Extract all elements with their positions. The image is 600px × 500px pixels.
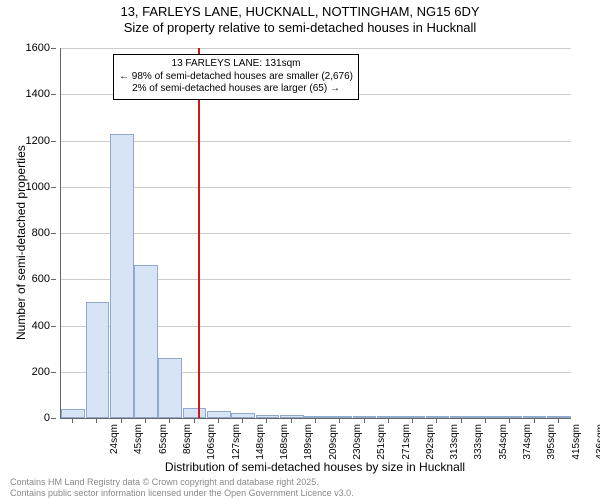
attribution-footer: Contains HM Land Registry data © Crown c…	[10, 477, 354, 498]
x-tick-label: 168sqm	[279, 424, 290, 464]
histogram-bar	[183, 408, 207, 418]
x-tick-label: 65sqm	[158, 424, 169, 464]
x-tick-mark	[412, 418, 413, 423]
title-line-1: 13, FARLEYS LANE, HUCKNALL, NOTTINGHAM, …	[0, 4, 600, 20]
x-tick-label: 271sqm	[401, 424, 412, 464]
x-tick-label: 86sqm	[182, 424, 193, 464]
x-tick-mark	[509, 418, 510, 423]
histogram-bar	[110, 134, 134, 418]
gridline	[61, 233, 571, 234]
annotation-line-2: ← 98% of semi-detached houses are smalle…	[119, 71, 353, 84]
chart-title: 13, FARLEYS LANE, HUCKNALL, NOTTINGHAM, …	[0, 0, 600, 37]
x-tick-mark	[436, 418, 437, 423]
x-tick-mark	[558, 418, 559, 423]
y-tick-mark	[51, 372, 56, 373]
x-axis-label: Distribution of semi-detached houses by …	[60, 460, 570, 474]
x-tick-label: 209sqm	[328, 424, 339, 464]
y-tick-label: 1600	[26, 42, 50, 54]
y-tick-mark	[51, 233, 56, 234]
y-tick-label: 1000	[26, 181, 50, 193]
x-tick-mark	[96, 418, 97, 423]
x-tick-label: 230sqm	[352, 424, 363, 464]
x-tick-mark	[266, 418, 267, 423]
property-size-chart: 13, FARLEYS LANE, HUCKNALL, NOTTINGHAM, …	[0, 0, 600, 500]
histogram-bar	[158, 358, 182, 418]
x-tick-label: 106sqm	[206, 424, 217, 464]
y-tick-label: 400	[32, 320, 50, 332]
annotation-line-3: 2% of semi-detached houses are larger (6…	[119, 83, 353, 96]
x-tick-label: 395sqm	[546, 424, 557, 464]
x-tick-label: 45sqm	[133, 424, 144, 464]
x-tick-label: 374sqm	[522, 424, 533, 464]
histogram-bar	[207, 411, 231, 418]
x-tick-label: 313sqm	[449, 424, 460, 464]
x-tick-label: 292sqm	[425, 424, 436, 464]
gridline	[61, 141, 571, 142]
x-tick-label: 354sqm	[498, 424, 509, 464]
y-tick-label: 200	[32, 366, 50, 378]
footer-line-1: Contains HM Land Registry data © Crown c…	[10, 477, 354, 487]
x-tick-mark	[485, 418, 486, 423]
histogram-bar	[134, 265, 158, 418]
x-tick-mark	[242, 418, 243, 423]
x-tick-mark	[121, 418, 122, 423]
footer-line-2: Contains public sector information licen…	[10, 488, 354, 498]
x-tick-label: 189sqm	[303, 424, 314, 464]
annotation-line-1: 13 FARLEYS LANE: 131sqm	[119, 58, 353, 71]
x-tick-mark	[461, 418, 462, 423]
y-tick-mark	[51, 141, 56, 142]
x-tick-mark	[218, 418, 219, 423]
title-line-2: Size of property relative to semi-detach…	[0, 20, 600, 36]
x-tick-label: 148sqm	[255, 424, 266, 464]
x-tick-mark	[534, 418, 535, 423]
y-tick-label: 1200	[26, 135, 50, 147]
plot-area: 13 FARLEYS LANE: 131sqm ← 98% of semi-de…	[60, 48, 571, 419]
x-tick-mark	[291, 418, 292, 423]
gridline	[61, 48, 571, 49]
y-tick-label: 600	[32, 273, 50, 285]
y-tick-label: 1400	[26, 88, 50, 100]
x-tick-label: 333sqm	[473, 424, 484, 464]
y-tick-mark	[51, 326, 56, 327]
y-tick-mark	[51, 94, 56, 95]
x-tick-mark	[169, 418, 170, 423]
x-tick-label: 436sqm	[595, 424, 600, 464]
x-tick-mark	[194, 418, 195, 423]
x-tick-mark	[145, 418, 146, 423]
histogram-bar	[86, 302, 110, 418]
x-tick-mark	[388, 418, 389, 423]
y-tick-mark	[51, 279, 56, 280]
y-tick-label: 800	[32, 227, 50, 239]
y-tick-mark	[51, 187, 56, 188]
property-marker-line	[198, 48, 200, 418]
x-tick-mark	[339, 418, 340, 423]
x-tick-label: 251sqm	[376, 424, 387, 464]
x-tick-mark	[364, 418, 365, 423]
gridline	[61, 187, 571, 188]
y-tick-mark	[51, 418, 56, 419]
x-tick-mark	[315, 418, 316, 423]
y-axis-ticks: 02004006008001000120014001600	[0, 48, 56, 418]
y-tick-mark	[51, 48, 56, 49]
x-tick-label: 127sqm	[231, 424, 242, 464]
x-tick-label: 415sqm	[571, 424, 582, 464]
x-tick-label: 24sqm	[109, 424, 120, 464]
histogram-bar	[61, 409, 85, 418]
annotation-box: 13 FARLEYS LANE: 131sqm ← 98% of semi-de…	[113, 54, 359, 100]
y-tick-label: 0	[44, 412, 50, 424]
x-tick-mark	[72, 418, 73, 423]
